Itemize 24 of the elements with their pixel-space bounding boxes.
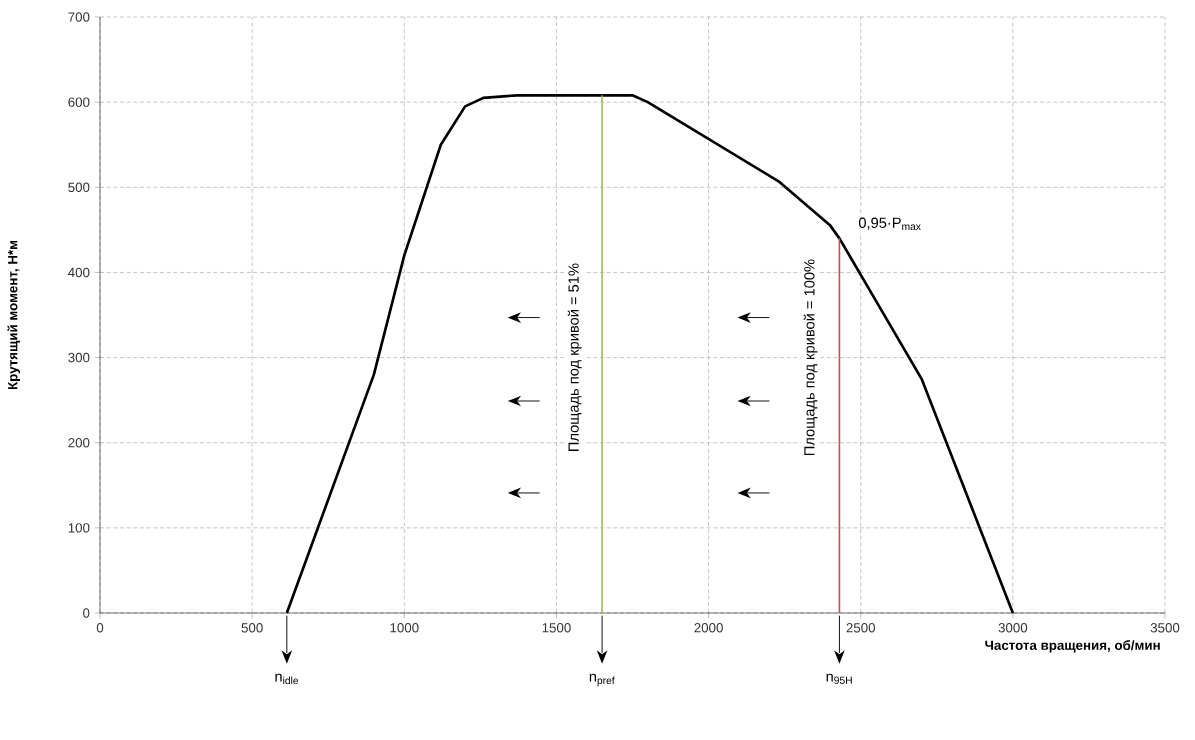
x-tick-label: 1500 <box>542 623 571 633</box>
y-tick-label: 600 <box>68 97 90 107</box>
x-tick-label: 0 <box>96 623 104 633</box>
annotation: Площадь под кривой = 100% <box>803 259 818 456</box>
x-tick-label: 3500 <box>1150 623 1180 633</box>
text: n$_{95H}$ <box>826 673 852 684</box>
annotation: 0,95·P$_{max}$ <box>858 217 921 231</box>
y-tick-label: 500 <box>68 182 90 192</box>
text: n$_{idle}$ <box>275 673 299 685</box>
text: n$_{pref}$ <box>589 673 615 687</box>
x-tick-label: 3000 <box>998 623 1028 633</box>
x-tick-label: 2500 <box>846 623 876 633</box>
x-tick-label: 500 <box>241 623 263 633</box>
y-tick-label: 400 <box>68 267 90 278</box>
x-tick-label: 2000 <box>694 623 723 633</box>
y-tick-label: 100 <box>68 523 90 533</box>
y-tick-label: 0 <box>83 608 90 618</box>
y-tick-label: 700 <box>68 12 90 22</box>
annotation: Площадь под кривой = 51% <box>567 263 582 451</box>
y-tick-label: 300 <box>68 352 90 363</box>
x-axis-title: Частота вращения, об/мин <box>985 640 1160 653</box>
y-axis-title: Крутящий момент, Н*м <box>7 240 21 390</box>
y-tick-label: 200 <box>68 438 90 448</box>
x-tick-label: 1000 <box>390 623 419 633</box>
